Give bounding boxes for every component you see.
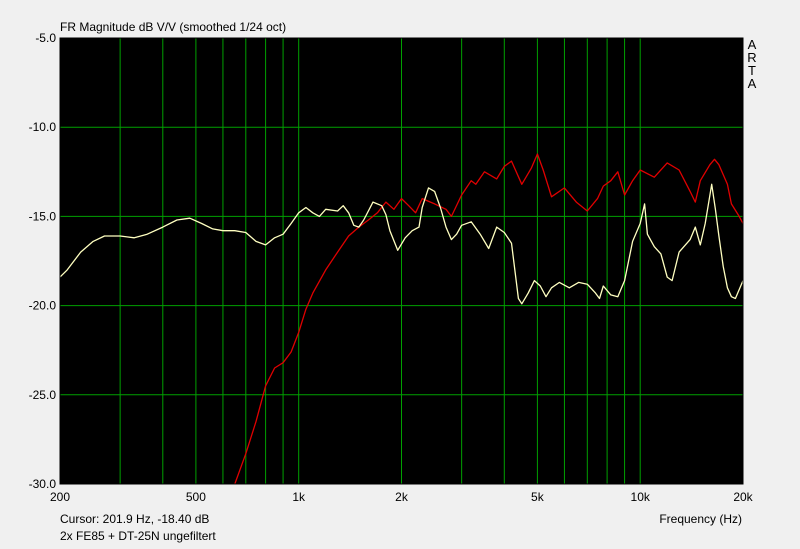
watermark-letter: R (747, 50, 757, 65)
x-tick-label: 200 (50, 490, 70, 504)
x-tick-label: 10k (631, 490, 651, 504)
x-tick-label: 2k (395, 490, 409, 504)
y-tick-label: -20.0 (29, 299, 57, 313)
y-tick-label: -30.0 (29, 477, 57, 491)
y-tick-label: -25.0 (29, 388, 57, 402)
watermark-letter: A (747, 76, 757, 91)
watermark-letter: A (747, 37, 757, 52)
x-tick-label: 5k (531, 490, 545, 504)
x-tick-label: 20k (733, 490, 753, 504)
measurement-caption: 2x FE85 + DT-25N ungefiltert (60, 529, 216, 543)
y-tick-label: -15.0 (29, 209, 57, 223)
series-line-yellow (59, 183, 744, 305)
arta-watermark: A R T A (746, 38, 758, 90)
cursor-readout: Cursor: 201.9 Hz, -18.40 dB (60, 512, 210, 526)
y-tick-label: -10.0 (29, 120, 57, 134)
series-line-red (234, 153, 744, 485)
x-axis-label: Frequency (Hz) (659, 512, 742, 526)
x-tick-label: 1k (292, 490, 306, 504)
watermark-letter: T (748, 63, 756, 78)
chart-title: FR Magnitude dB V/V (smoothed 1/24 oct) (60, 20, 287, 34)
plot-frame (59, 37, 744, 485)
y-tick-label: -5.0 (35, 31, 56, 45)
x-tick-label: 500 (186, 490, 206, 504)
